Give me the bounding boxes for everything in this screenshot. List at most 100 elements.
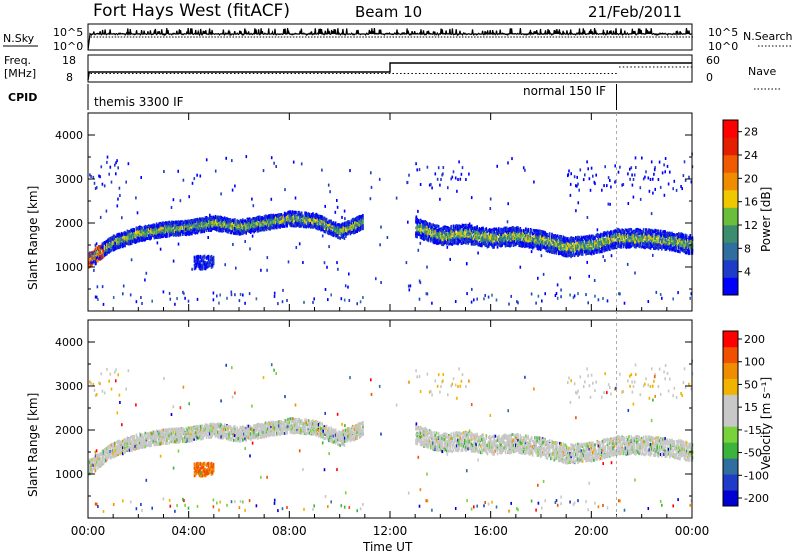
echo-pixel xyxy=(180,225,183,229)
echo-pixel xyxy=(115,246,117,250)
echo-pixel xyxy=(320,228,322,232)
echo-pixel xyxy=(288,222,291,226)
echo-pixel xyxy=(350,221,353,225)
echo-pixel xyxy=(273,226,276,230)
nave-tick-bottom: 0 xyxy=(706,71,713,84)
echo-pixel xyxy=(191,223,193,227)
echo-pixel xyxy=(337,223,339,227)
echo-pixel xyxy=(129,293,132,297)
echo-pixel xyxy=(228,221,230,225)
echo-pixel xyxy=(126,239,129,243)
echo-pixel xyxy=(135,239,138,243)
echo-pixel xyxy=(287,211,289,215)
echo-pixel xyxy=(358,224,361,227)
echo-pixel xyxy=(321,215,323,219)
echo-pixel xyxy=(307,216,310,220)
echo-pixel xyxy=(122,233,124,237)
echo-pixel xyxy=(125,232,127,236)
freq-line xyxy=(87,62,692,81)
echo-pixel xyxy=(88,254,90,258)
echo-pixel xyxy=(317,227,320,231)
echo-pixel xyxy=(346,222,348,226)
echo-pixel xyxy=(341,231,344,235)
echo-pixel xyxy=(306,219,309,223)
echo-pixel xyxy=(158,230,160,234)
echo-pixel xyxy=(199,228,201,232)
echo-pixel xyxy=(118,237,121,241)
echo-pixel xyxy=(199,226,201,230)
echo-pixel xyxy=(211,226,213,230)
echo-pixel xyxy=(209,222,211,226)
echo-pixel xyxy=(277,220,279,224)
echo-pixel xyxy=(280,220,283,224)
echo-pixel xyxy=(89,259,91,262)
echo-pixel xyxy=(333,224,336,228)
echo-pixel xyxy=(333,231,336,235)
echo-pixel xyxy=(342,226,345,230)
echo-pixel xyxy=(353,231,355,235)
echo-pixel xyxy=(259,218,261,222)
echo-pixel xyxy=(124,235,126,239)
echo-pixel xyxy=(323,216,326,220)
echo-pixel xyxy=(278,225,280,229)
echo-pixel xyxy=(314,225,317,229)
echo-pixel xyxy=(239,228,242,232)
echo-pixel xyxy=(195,218,198,222)
echo-pixel xyxy=(334,234,337,238)
echo-pixel xyxy=(223,227,226,231)
echo-pixel xyxy=(291,219,294,223)
echo-pixel xyxy=(239,232,242,236)
echo-pixel xyxy=(112,235,115,239)
echo-pixel xyxy=(216,222,218,226)
echo-pixel xyxy=(217,215,219,219)
echo-pixel xyxy=(123,243,125,247)
echo-pixel xyxy=(99,245,101,249)
echo-pixel xyxy=(106,252,108,256)
echo-pixel xyxy=(312,218,314,222)
echo-pixel xyxy=(268,227,270,231)
echo-pixel xyxy=(261,226,263,230)
echo-pixel xyxy=(229,223,232,227)
echo-pixel xyxy=(161,235,164,239)
echo-pixel xyxy=(294,213,296,217)
echo-pixel xyxy=(133,238,135,242)
echo-pixel xyxy=(222,221,225,225)
echo-pixel xyxy=(220,215,223,219)
echo-pixel xyxy=(325,228,328,232)
echo-pixel xyxy=(288,210,291,214)
echo-pixel xyxy=(360,216,363,220)
echo-pixel xyxy=(129,242,132,246)
echo-pixel xyxy=(97,250,99,254)
echo-pixel xyxy=(169,233,172,237)
echo-pixel xyxy=(150,229,152,233)
echo-pixel xyxy=(168,234,170,238)
echo-pixel xyxy=(263,222,266,226)
echo-pixel xyxy=(127,162,130,166)
echo-pixel xyxy=(193,223,195,226)
echo-pixel xyxy=(338,223,340,227)
echo-pixel xyxy=(178,225,181,229)
echo-pixel xyxy=(169,224,172,227)
echo-pixel xyxy=(298,223,301,227)
echo-pixel xyxy=(140,237,142,241)
echo-pixel xyxy=(126,230,129,234)
echo-pixel xyxy=(127,230,130,234)
echo-pixel xyxy=(308,214,311,218)
echo-pixel xyxy=(308,220,311,224)
echo-pixel xyxy=(160,231,163,235)
echo-pixel xyxy=(218,220,220,224)
echo-pixel xyxy=(236,231,238,235)
echo-pixel xyxy=(89,173,91,177)
echo-pixel xyxy=(187,222,190,226)
echo-pixel xyxy=(349,225,352,229)
echo-pixel xyxy=(228,218,230,222)
echo-pixel xyxy=(288,217,291,221)
echo-pixel xyxy=(350,231,353,234)
echo-pixel xyxy=(175,228,177,232)
echo-pixel xyxy=(146,231,149,235)
echo-pixel xyxy=(297,213,300,217)
echo-pixel xyxy=(146,237,149,240)
echo-pixel xyxy=(252,227,254,231)
echo-pixel xyxy=(196,297,199,301)
echo-pixel xyxy=(94,187,97,190)
